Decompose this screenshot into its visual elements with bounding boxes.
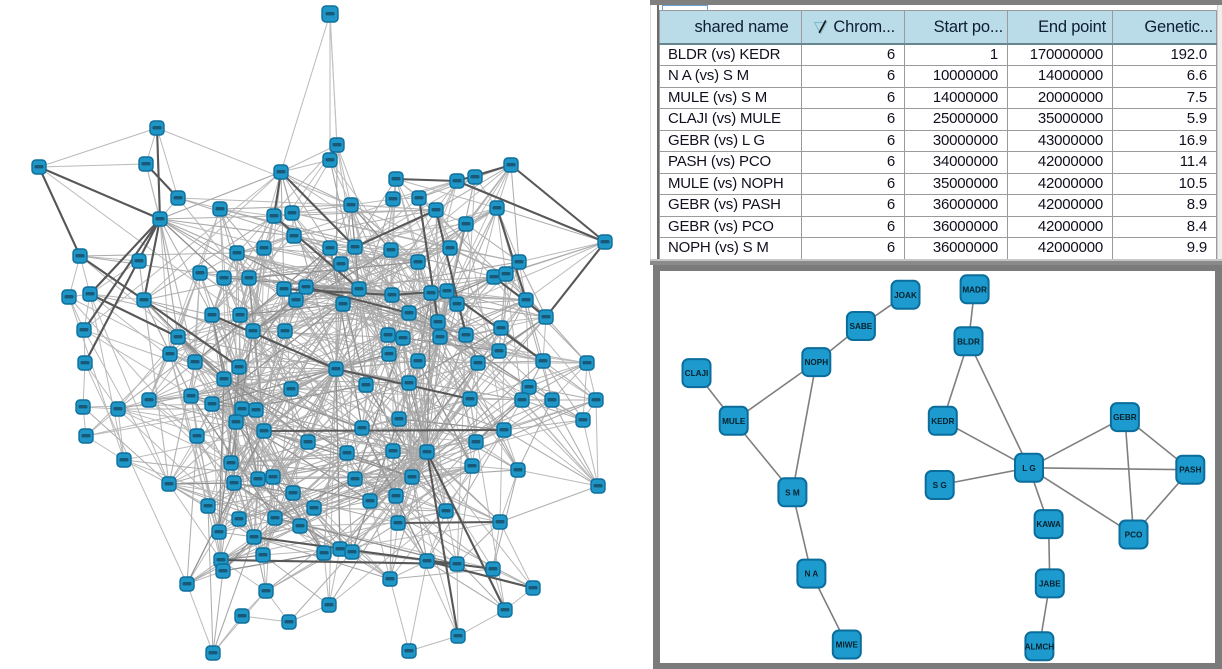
svg-text:PCO: PCO: [1125, 531, 1143, 540]
svg-text:MIWE: MIWE: [836, 641, 859, 650]
svg-text:N A: N A: [805, 570, 819, 579]
svg-text:JOAK: JOAK: [894, 291, 917, 300]
svg-text:BLDR: BLDR: [957, 337, 980, 346]
svg-text:S M: S M: [785, 488, 800, 497]
svg-text:JABE: JABE: [1039, 579, 1061, 588]
svg-text:ALMCH: ALMCH: [1025, 642, 1055, 651]
svg-text:PASH: PASH: [1179, 466, 1201, 475]
svg-text:S G: S G: [933, 481, 947, 490]
svg-text:MULE: MULE: [722, 417, 746, 426]
svg-text:KEDR: KEDR: [931, 417, 954, 426]
svg-text:KAWA: KAWA: [1036, 520, 1061, 529]
svg-text:SABE: SABE: [850, 322, 873, 331]
svg-text:CLAJI: CLAJI: [685, 369, 709, 378]
svg-text:GEBR: GEBR: [1113, 413, 1137, 422]
svg-text:NOPH: NOPH: [804, 358, 828, 367]
svg-text:MADR: MADR: [962, 285, 987, 294]
svg-text:L G: L G: [1022, 464, 1036, 473]
